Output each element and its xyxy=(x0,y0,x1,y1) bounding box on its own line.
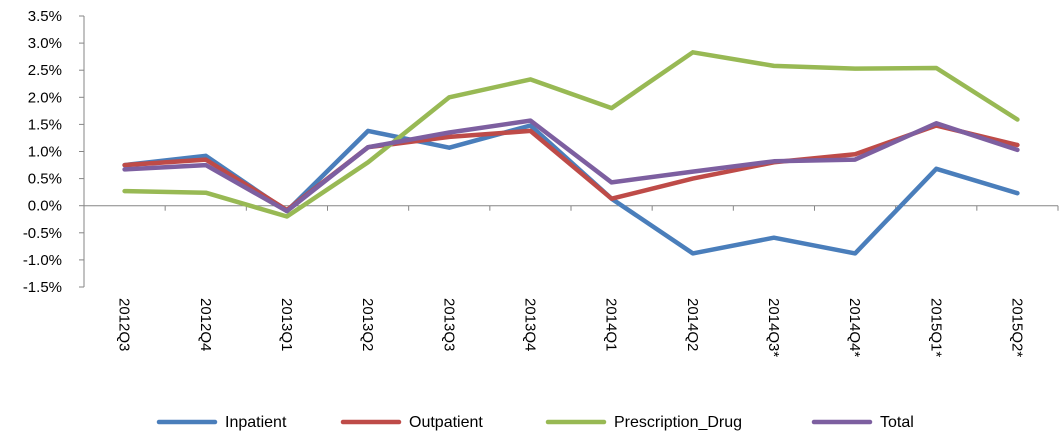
x-tick-label: 2013Q3 xyxy=(440,298,457,351)
legend: Inpatient Outpatient Prescription_Drug Tota… xyxy=(156,414,914,431)
legend-label-total: Total xyxy=(880,414,914,431)
x-tick-label: 2015Q1* xyxy=(927,298,944,357)
x-tick-label: 2012Q4 xyxy=(197,298,214,351)
x-axis: 2012Q3 2012Q4 2013Q1 2013Q2 2013Q3 2013Q4 2014… xyxy=(83,205,1059,357)
y-tick-label: 1.5% xyxy=(28,116,62,133)
y-tick-label: 2.5% xyxy=(28,62,62,79)
series-line-total xyxy=(122,118,1020,214)
x-tick-label: 2014Q4* xyxy=(846,298,863,357)
y-axis: 3.5% 3.0% 2.5% 2.0% 1.5% 1.0% 0.5% 0.0% -0.5% -1.… xyxy=(23,8,85,296)
x-tick-label: 2013Q1 xyxy=(278,298,295,351)
x-tick-label: 2014Q1 xyxy=(603,298,620,351)
legend-label-inpatient: Inpatient xyxy=(225,414,287,431)
y-tick-label: -0.5% xyxy=(23,225,62,242)
y-tick-label: 0.0% xyxy=(28,198,62,215)
x-tick-label: 2015Q2* xyxy=(1008,298,1025,357)
y-tick-label: -1.0% xyxy=(23,252,62,269)
y-tick-label: 0.5% xyxy=(28,171,62,188)
series-lines xyxy=(122,50,1020,256)
y-tick-label: 3.0% xyxy=(28,35,62,52)
y-tick-label: 3.5% xyxy=(28,8,62,25)
y-tick-label: -1.5% xyxy=(23,279,62,296)
series-line-prescription-drug xyxy=(122,50,1020,219)
legend-label-outpatient: Outpatient xyxy=(409,414,483,431)
x-tick-label: 2013Q4 xyxy=(521,298,538,351)
x-tick-label: 2014Q3* xyxy=(765,298,782,357)
y-tick-label: 1.0% xyxy=(28,144,62,161)
y-tick-label: 2.0% xyxy=(28,89,62,106)
legend-label-prescription-drug: Prescription_Drug xyxy=(614,414,742,431)
x-tick-label: 2012Q3 xyxy=(116,298,133,351)
x-tick-label: 2013Q2 xyxy=(359,298,376,351)
x-tick-label: 2014Q2 xyxy=(684,298,701,351)
